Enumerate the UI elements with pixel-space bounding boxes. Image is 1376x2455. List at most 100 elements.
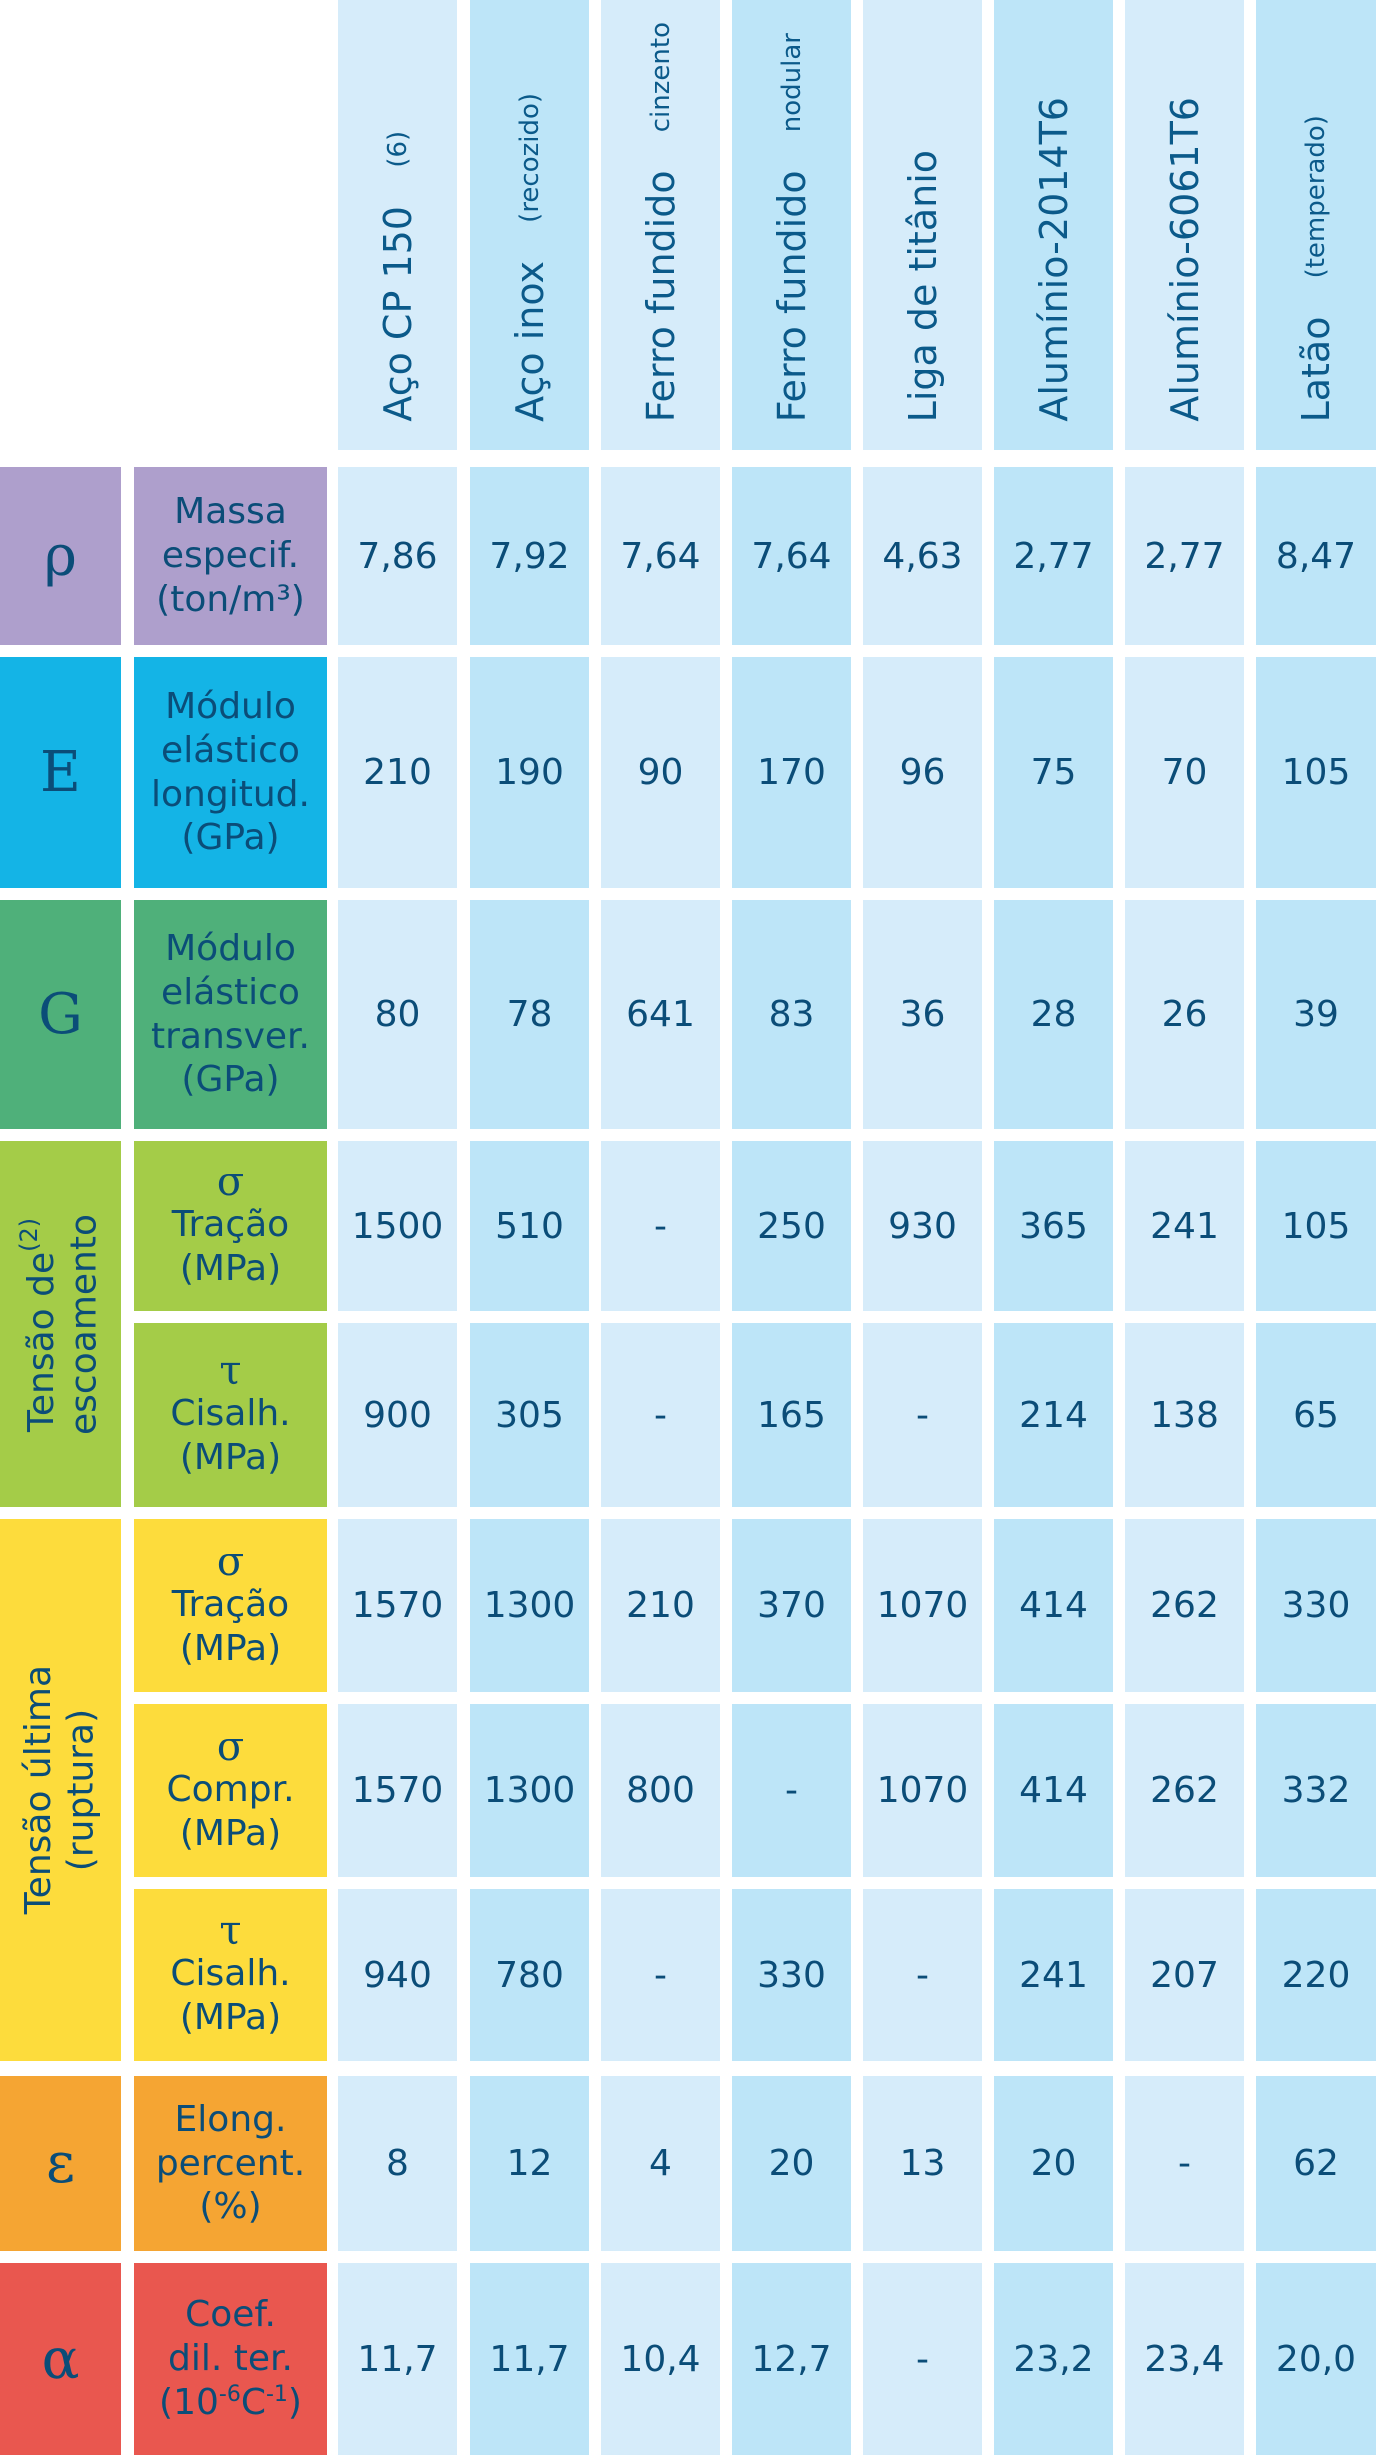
symbol-rho: ρ xyxy=(0,467,121,645)
value-cell: 62 xyxy=(1256,2076,1376,2251)
value-cell: 20,0 xyxy=(1256,2263,1376,2455)
value-cell: 20 xyxy=(732,2076,851,2251)
value-cell: 210 xyxy=(338,657,457,888)
value-cell: 20 xyxy=(994,2076,1113,2251)
value-cell: - xyxy=(863,1889,982,2061)
value-cell: 65 xyxy=(1256,1323,1376,1507)
column-header-main: Ferro fundido xyxy=(769,170,814,422)
column-header-main: Aço CP 150 xyxy=(375,206,420,422)
column-header-sub: cinzento xyxy=(645,21,676,132)
value-cell: 75 xyxy=(994,657,1113,888)
value-cell: 210 xyxy=(601,1519,720,1692)
value-cell: 930 xyxy=(863,1141,982,1311)
value-cell: 2,77 xyxy=(1125,467,1244,645)
value-cell: 80 xyxy=(338,900,457,1129)
value-cell: 1300 xyxy=(470,1519,589,1692)
value-cell: 780 xyxy=(470,1889,589,2061)
value-cell: 940 xyxy=(338,1889,457,2061)
value-cell: 207 xyxy=(1125,1889,1244,2061)
value-cell: 241 xyxy=(1125,1141,1244,1311)
column-header-sub: (6) xyxy=(382,131,413,169)
value-cell: - xyxy=(601,1141,720,1311)
row-label-ruptura-cisalh: τ Cisalh. (MPa) xyxy=(134,1889,327,2061)
column-header-titanio: Liga de titânio xyxy=(863,0,982,450)
value-cell: 365 xyxy=(994,1141,1113,1311)
value-cell: 11,7 xyxy=(338,2263,457,2455)
symbol-text: ρ xyxy=(44,523,77,589)
value-cell: - xyxy=(732,1704,851,1877)
column-header-main: Alumínio-2014T6 xyxy=(1031,97,1076,422)
value-cell: 800 xyxy=(601,1704,720,1877)
value-cell: 26 xyxy=(1125,900,1244,1129)
group-line1: Tensão última xyxy=(18,1665,60,1915)
row-label-escoamento-cisalh: τ Cisalh. (MPa) xyxy=(134,1323,327,1507)
value-cell: 12 xyxy=(470,2076,589,2251)
symbol-g: G xyxy=(0,900,121,1129)
alpha-unit: (10-6C-1) xyxy=(159,2381,302,2423)
value-cell: 2,77 xyxy=(994,467,1113,645)
value-cell: 90 xyxy=(601,657,720,888)
row-label-modulo-longitud: Módulo elástico longitud. (GPa) xyxy=(134,657,327,888)
value-cell: 262 xyxy=(1125,1519,1244,1692)
value-cell: 370 xyxy=(732,1519,851,1692)
row-label-ruptura-tracao: σ Tração (MPa) xyxy=(134,1519,327,1692)
value-cell: 7,64 xyxy=(732,467,851,645)
value-cell: 250 xyxy=(732,1141,851,1311)
value-cell: 510 xyxy=(470,1141,589,1311)
symbol-epsilon: ε xyxy=(0,2076,121,2251)
value-cell: 78 xyxy=(470,900,589,1129)
group-line2: (ruptura) xyxy=(60,1708,102,1872)
row-label-elong: Elong. percent. (%) xyxy=(134,2076,327,2251)
value-cell: 11,7 xyxy=(470,2263,589,2455)
value-cell: 105 xyxy=(1256,1141,1376,1311)
symbol-text: α xyxy=(41,2326,80,2392)
value-cell: - xyxy=(1125,2076,1244,2251)
value-cell: 214 xyxy=(994,1323,1113,1507)
value-cell: 7,92 xyxy=(470,467,589,645)
value-cell: - xyxy=(863,2263,982,2455)
value-cell: 83 xyxy=(732,900,851,1129)
group-line2: escoamento xyxy=(63,1213,105,1435)
value-cell: 220 xyxy=(1256,1889,1376,2061)
value-cell: 4,63 xyxy=(863,467,982,645)
column-header-sub: (recozido) xyxy=(514,93,545,224)
value-cell: 305 xyxy=(470,1323,589,1507)
value-cell: 165 xyxy=(732,1323,851,1507)
value-cell: - xyxy=(601,1323,720,1507)
value-cell: 1570 xyxy=(338,1519,457,1692)
value-cell: 414 xyxy=(994,1704,1113,1877)
value-cell: 7,64 xyxy=(601,467,720,645)
value-cell: 8 xyxy=(338,2076,457,2251)
column-header-sub: nodular xyxy=(776,32,807,132)
row-label-coef-dil: Coef. dil. ter. (10-6C-1) xyxy=(134,2263,327,2455)
column-header-ferro-cinzento: Ferro fundido cinzento xyxy=(601,0,720,450)
value-cell: 8,47 xyxy=(1256,467,1376,645)
symbol-text: ε xyxy=(45,2131,75,2196)
column-header-main: Liga de titânio xyxy=(900,149,945,422)
value-cell: 12,7 xyxy=(732,2263,851,2455)
symbol-e: E xyxy=(0,657,121,888)
value-cell: 1300 xyxy=(470,1704,589,1877)
symbol-text: E xyxy=(40,740,81,805)
column-header-aluminio-2014: Alumínio-2014T6 xyxy=(994,0,1113,450)
column-header-ferro-nodular: Ferro fundido nodular xyxy=(732,0,851,450)
column-header-main: Ferro fundido xyxy=(638,170,683,422)
value-cell: 241 xyxy=(994,1889,1113,2061)
value-cell: 332 xyxy=(1256,1704,1376,1877)
value-cell: 4 xyxy=(601,2076,720,2251)
value-cell: 70 xyxy=(1125,657,1244,888)
column-header-sub: (temperado) xyxy=(1301,114,1331,278)
group-tensao-escoamento: Tensão de(2) escoamento xyxy=(0,1141,121,1507)
column-header-main: Latão xyxy=(1294,316,1338,422)
value-cell: 414 xyxy=(994,1519,1113,1692)
column-header-main: Aço inox xyxy=(507,261,552,422)
group-line1: Tensão de(2) xyxy=(15,1216,63,1432)
value-cell: 36 xyxy=(863,900,982,1129)
value-cell: 13 xyxy=(863,2076,982,2251)
value-cell: 330 xyxy=(1256,1519,1376,1692)
value-cell: 190 xyxy=(470,657,589,888)
symbol-alpha: α xyxy=(0,2263,121,2455)
value-cell: 1500 xyxy=(338,1141,457,1311)
value-cell: 10,4 xyxy=(601,2263,720,2455)
column-header-aluminio-6061: Alumínio-6061T6 xyxy=(1125,0,1244,450)
